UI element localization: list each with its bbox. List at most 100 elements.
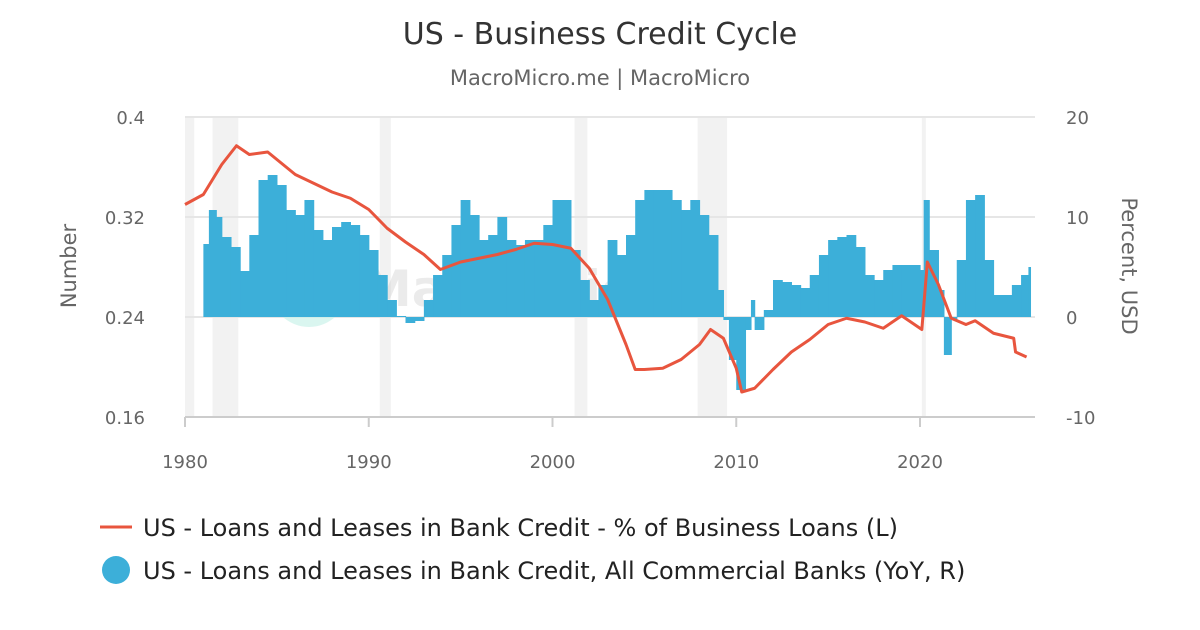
bar xyxy=(350,225,361,317)
bar xyxy=(874,280,884,317)
bar xyxy=(332,227,342,317)
bar xyxy=(552,200,563,317)
recession-band xyxy=(379,117,391,417)
bar xyxy=(723,317,730,320)
legend-item-line[interactable]: US - Loans and Leases in Bank Credit - %… xyxy=(100,514,898,542)
bar xyxy=(216,217,223,317)
bar xyxy=(975,195,985,317)
bar xyxy=(488,235,498,317)
bar xyxy=(442,255,453,317)
bar xyxy=(745,317,752,330)
x-tick-label: 2010 xyxy=(713,452,759,473)
bar xyxy=(846,235,857,317)
bar xyxy=(570,250,581,317)
bar xyxy=(423,300,434,317)
bar xyxy=(626,235,636,317)
bar xyxy=(901,265,912,317)
legend-item-bar[interactable]: US - Loans and Leases in Bank Credit, Al… xyxy=(102,556,965,585)
chart-subtitle: MacroMicro.me | MacroMicro xyxy=(450,66,750,91)
bar xyxy=(322,240,333,317)
bar xyxy=(910,265,921,317)
bar xyxy=(341,222,351,317)
bar xyxy=(653,190,664,317)
bar xyxy=(561,200,572,317)
bar xyxy=(635,200,645,317)
bar xyxy=(479,240,489,317)
bar xyxy=(534,240,544,317)
bar xyxy=(791,285,802,317)
bar xyxy=(616,255,627,317)
bar xyxy=(929,250,939,317)
bar xyxy=(837,237,848,317)
legend-label-line: US - Loans and Leases in Bank Credit - %… xyxy=(143,514,898,542)
bar xyxy=(258,180,269,317)
bar xyxy=(276,185,287,317)
bar xyxy=(405,317,416,323)
chart-title: US - Business Credit Cycle xyxy=(403,17,797,52)
bar xyxy=(965,200,976,317)
bar xyxy=(681,210,691,317)
bar xyxy=(1002,295,1013,317)
bar xyxy=(644,190,655,317)
legend-bar-swatch xyxy=(102,556,130,584)
bar xyxy=(304,200,315,317)
bar xyxy=(728,317,737,360)
bar xyxy=(920,270,925,317)
bar xyxy=(368,250,379,317)
bar xyxy=(1028,267,1032,317)
bar xyxy=(230,247,241,317)
bar xyxy=(763,310,774,317)
bar xyxy=(396,316,407,317)
y-left-label: Number xyxy=(57,223,81,308)
bar xyxy=(203,244,210,317)
bar xyxy=(671,200,682,317)
line-series xyxy=(184,144,1028,394)
bar xyxy=(883,270,894,317)
bar xyxy=(699,215,710,317)
bar xyxy=(923,200,930,317)
y-left-tick-label: 0.24 xyxy=(105,308,145,329)
bar xyxy=(800,288,811,317)
bar xyxy=(828,240,838,317)
bar xyxy=(515,245,526,317)
recession-band xyxy=(185,117,195,417)
bar xyxy=(460,200,471,317)
y-left-tick-label: 0.4 xyxy=(116,108,145,129)
bar xyxy=(295,215,306,317)
y-right-label: Percent, USD xyxy=(1117,197,1141,334)
y-left-tick-label: 0.32 xyxy=(105,208,145,229)
recession-band xyxy=(574,117,588,417)
bar xyxy=(717,290,724,317)
bar xyxy=(580,280,590,317)
axes: 0.4 20 0.32 10 0.24 0 0.16 -10 1980 1990 2000 2010 2… xyxy=(105,108,1095,473)
bar xyxy=(469,215,480,317)
x-tick-label: 2020 xyxy=(897,452,943,473)
bar xyxy=(524,240,535,317)
bar xyxy=(708,235,719,317)
bar xyxy=(313,230,324,317)
y-right-tick-label: 20 xyxy=(1066,108,1089,129)
bar xyxy=(754,317,765,330)
bar xyxy=(938,290,945,317)
legend: US - Loans and Leases in Bank Credit - %… xyxy=(100,514,965,585)
bar xyxy=(208,210,217,317)
bar xyxy=(809,275,820,317)
legend-label-bar: US - Loans and Leases in Bank Credit, Al… xyxy=(143,557,965,585)
y-right-tick-label: 0 xyxy=(1066,308,1077,329)
y-right-tick-label: 10 xyxy=(1066,208,1089,229)
bar xyxy=(818,255,829,317)
bar xyxy=(943,317,952,355)
x-tick-label: 2000 xyxy=(530,452,576,473)
bar xyxy=(855,247,866,317)
bar xyxy=(690,200,701,317)
bar xyxy=(249,235,260,317)
bar xyxy=(773,280,783,317)
bar xyxy=(589,300,600,317)
bar xyxy=(892,265,903,317)
bar xyxy=(359,235,370,317)
bar xyxy=(377,275,388,317)
bar xyxy=(240,271,250,317)
bar xyxy=(1011,285,1022,317)
x-tick-label: 1990 xyxy=(346,452,392,473)
